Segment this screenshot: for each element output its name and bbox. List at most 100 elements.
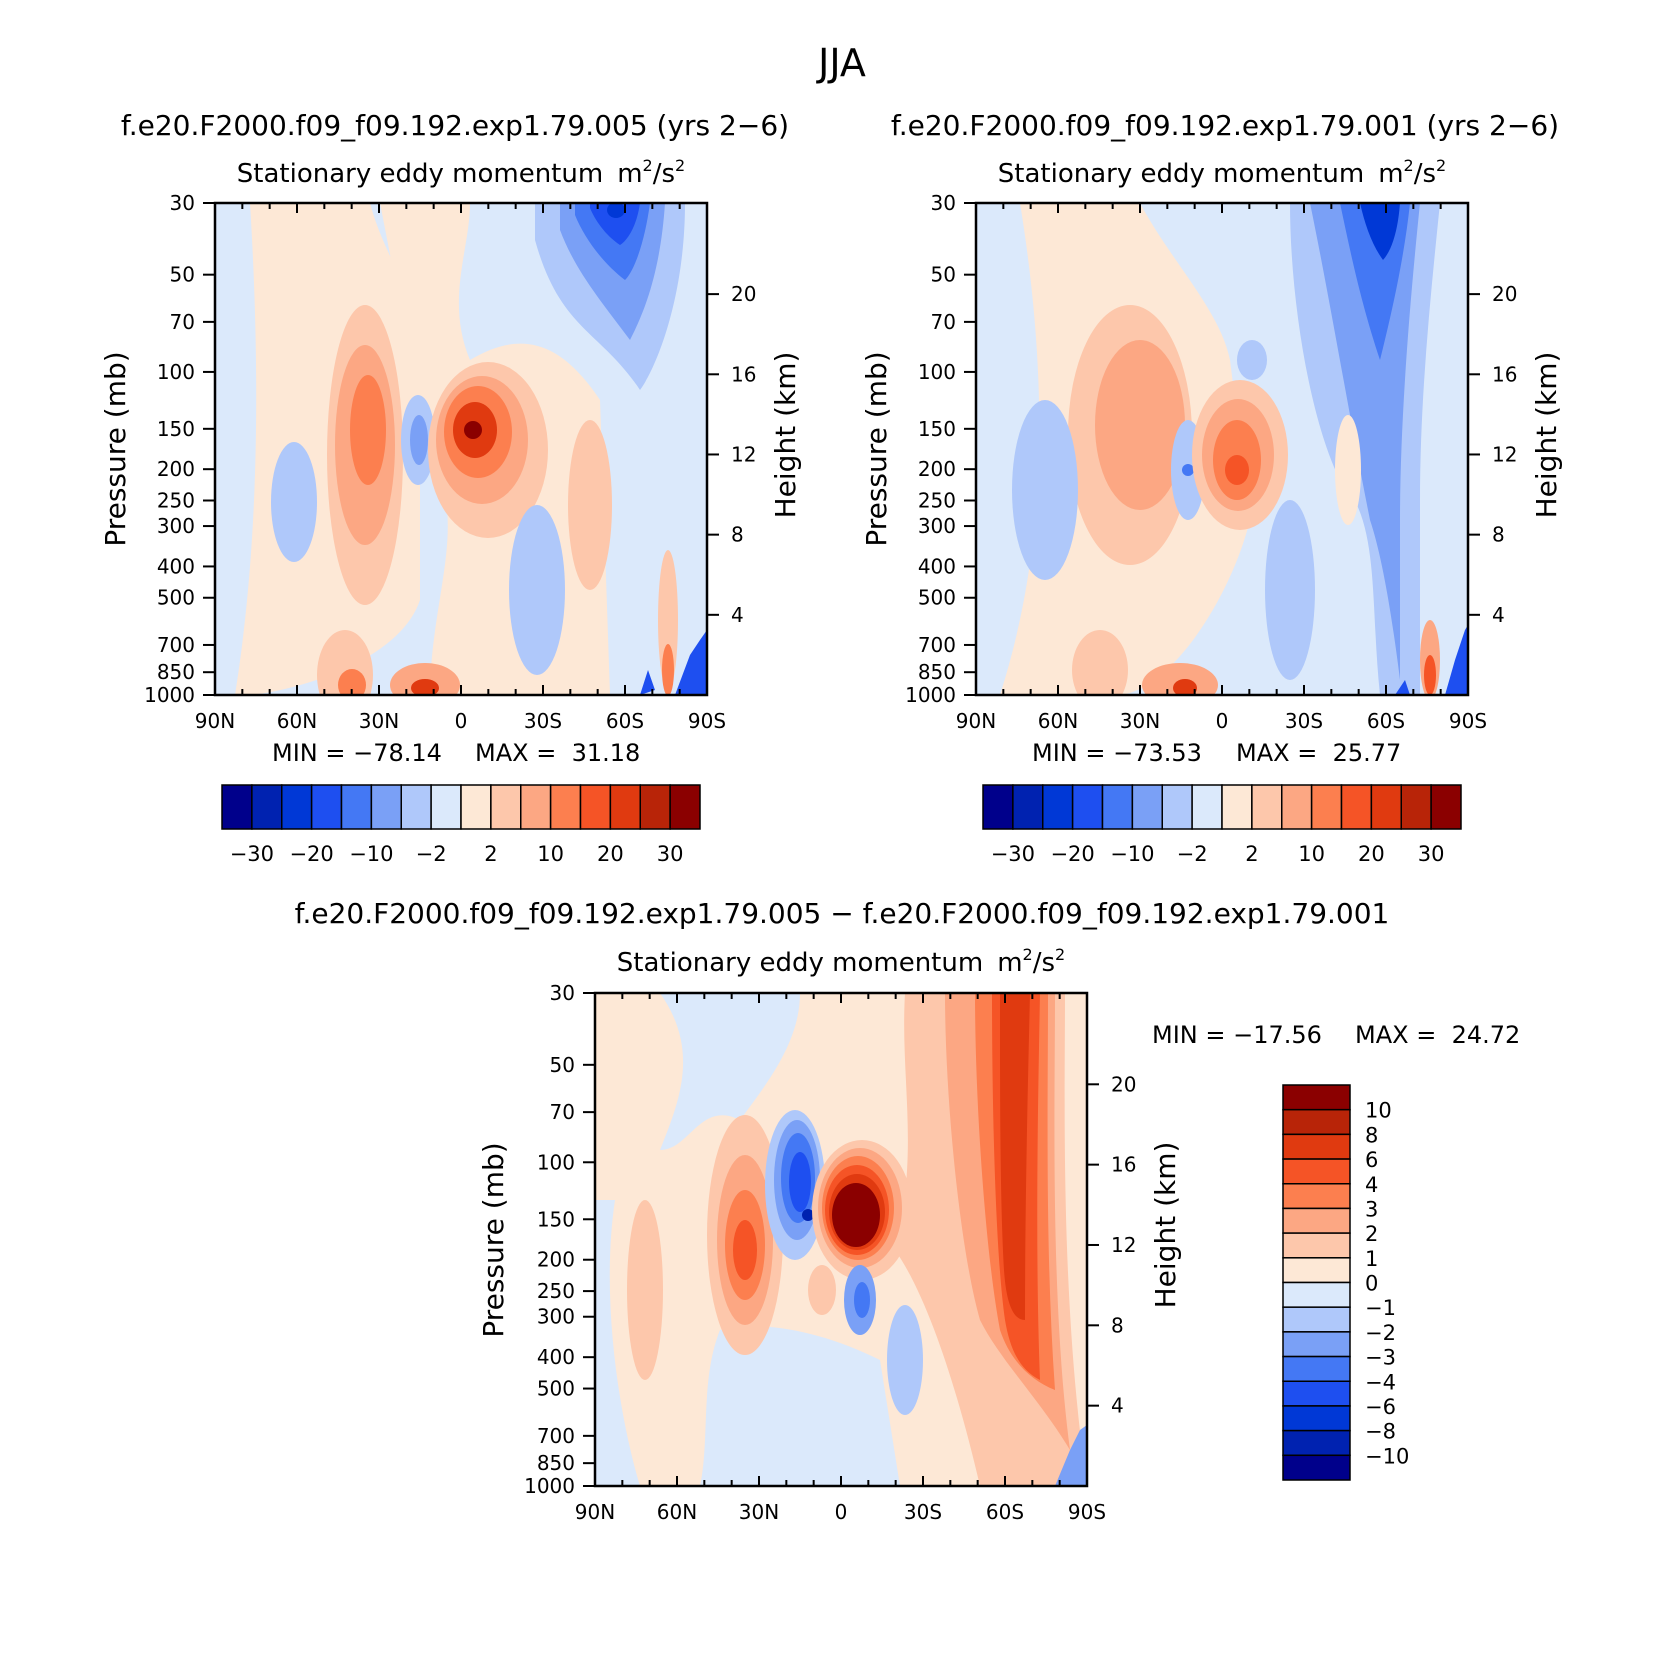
panel-c-ylabel-right: Height (km) xyxy=(1149,1142,1182,1309)
panel-a-red-antarctic-core xyxy=(662,644,674,695)
panel-c-negative-band xyxy=(660,993,800,1150)
panel-b: f.e20.F2000.f09_f09.192.exp1.79.001 (yrs… xyxy=(860,109,1563,866)
colorbar-box xyxy=(1251,784,1283,830)
colorbar-label: −20 xyxy=(1050,842,1094,866)
x-tick-label: 60S xyxy=(1367,709,1405,733)
y-tick-label: 400 xyxy=(918,554,956,578)
colorbar-label: 2 xyxy=(484,842,497,866)
y-tick-label: 30 xyxy=(550,981,575,1005)
y-tick-label: 30 xyxy=(170,191,195,215)
panel-a-red-antarctic xyxy=(658,550,678,690)
colorbar-box xyxy=(1282,1380,1351,1407)
y-tick-label: 250 xyxy=(157,488,195,512)
y-tick-label: 850 xyxy=(157,660,195,684)
panel-a-red-jet-peak xyxy=(464,421,482,439)
panel-c-variable-title: Stationary eddy momentum m2/s2 xyxy=(617,945,1065,978)
y-tick-label: 150 xyxy=(918,417,956,441)
panel-c-negative-west xyxy=(595,1200,640,1486)
y-right-tick-label: 16 xyxy=(1492,362,1517,386)
y-tick-label: 700 xyxy=(157,633,195,657)
panel-b-blue-antarctic xyxy=(1395,625,1468,695)
panel-a-units-base: m xyxy=(617,159,642,189)
panel-c-red-sh-peak xyxy=(1000,993,1030,1320)
y-tick-label: 100 xyxy=(157,360,195,384)
panel-b-var-name: Stationary eddy momentum xyxy=(998,159,1364,189)
x-tick-label: 0 xyxy=(455,709,468,733)
panel-b-blue-lobe-30s xyxy=(1265,500,1315,680)
panel-a-ticks: 90N 60N 30N 0 30S 60S 90S 30 50 70 100 150 200 250300… xyxy=(144,191,756,733)
panel-a-red-lobe-30n-core xyxy=(350,375,386,485)
colorbar-box xyxy=(1282,1084,1351,1111)
colorbar-label: 3 xyxy=(1365,1197,1378,1221)
panel-b-red-jet-core xyxy=(1225,455,1249,485)
y-right-tick-label: 20 xyxy=(1111,1072,1136,1096)
y-tick-label: 300 xyxy=(537,1305,575,1329)
colorbar-label: −10 xyxy=(1110,842,1154,866)
colorbar-box xyxy=(1400,784,1432,830)
panel-a-blue-lobe-20s xyxy=(509,505,565,675)
colorbar-box xyxy=(430,784,462,830)
x-tick-label: 90N xyxy=(575,1500,615,1524)
y-right-tick-label: 20 xyxy=(731,282,756,306)
panel-b-red-surface-30n xyxy=(1072,630,1128,695)
panel-b-field xyxy=(976,203,1468,695)
panel-b-blue-strat-core xyxy=(1360,203,1400,260)
colorbar-label: 6 xyxy=(1365,1148,1378,1172)
panel-a-blue-lobe-60n xyxy=(271,442,317,562)
panel-a-blue-strat-peak xyxy=(607,203,625,218)
panel-c-blue-lobe-15s xyxy=(887,1305,923,1415)
panel-a-variable-title: Stationary eddy momentum m2/s2 xyxy=(237,156,685,189)
colorbar-box xyxy=(1430,784,1462,830)
panel-c-max-label: MAX = 24.72 xyxy=(1355,1021,1520,1049)
y-tick-label: 100 xyxy=(918,360,956,384)
panel-c-red-lobe-70n xyxy=(627,1200,663,1380)
colorbar-box xyxy=(1282,1158,1351,1185)
colorbar-box xyxy=(1340,784,1373,830)
y-tick-label: 500 xyxy=(918,586,956,610)
y-tick-label: 250 xyxy=(918,488,956,512)
x-tick-label: 90S xyxy=(688,709,726,733)
colorbar-box xyxy=(549,784,582,830)
y-tick-label: 150 xyxy=(537,1207,575,1231)
y-right-tick-label: 12 xyxy=(1492,442,1517,466)
y-tick-label: 500 xyxy=(157,586,195,610)
colorbar-box xyxy=(251,784,283,830)
panel-c-field xyxy=(595,993,1087,1486)
panel-b-max-label: MAX = 25.77 xyxy=(1236,739,1401,767)
colorbar-box xyxy=(221,784,253,830)
y-tick-label: 70 xyxy=(550,1100,575,1124)
y-tick-label: 200 xyxy=(157,457,195,481)
panel-b-blue-strat-mid xyxy=(1310,203,1420,680)
colorbar-box xyxy=(639,784,671,830)
panel-c-ylabel: Pressure (mb) xyxy=(477,1142,510,1337)
colorbar-box xyxy=(1282,1454,1351,1481)
panel-c-var-name: Stationary eddy momentum xyxy=(617,948,983,978)
colorbar-box xyxy=(1282,1331,1351,1358)
panel-b-red-surface-15n-core xyxy=(1173,679,1197,695)
panel-b-blue-lobe-60n xyxy=(1012,400,1078,580)
colorbar-box xyxy=(1282,1183,1351,1210)
panel-b-blue-lobe-15n-core xyxy=(1182,464,1194,476)
colorbar-label: 4 xyxy=(1365,1173,1378,1197)
panel-c-blue-lobe-15n-peak xyxy=(802,1209,814,1221)
colorbar-box xyxy=(1191,784,1223,830)
colorbar-box xyxy=(1042,784,1074,830)
y-tick-label: 700 xyxy=(537,1424,575,1448)
x-tick-label: 30S xyxy=(1285,709,1323,733)
colorbar-label: 30 xyxy=(657,842,684,866)
y-tick-label: 250 xyxy=(537,1279,575,1303)
y-tick-label: 30 xyxy=(931,191,956,215)
panel-b-ylabel-right: Height (km) xyxy=(1530,352,1563,519)
panel-b-min-label: MIN = −73.53 xyxy=(1032,739,1202,767)
colorbar-box xyxy=(1282,1133,1351,1160)
panel-c-red-lobe-30n-core xyxy=(733,1220,757,1280)
panel-b-units-base: m xyxy=(1378,159,1403,189)
x-tick-label: 0 xyxy=(1216,709,1229,733)
colorbar-label: 20 xyxy=(597,842,624,866)
colorbar-box xyxy=(609,784,641,830)
colorbar-label: −4 xyxy=(1365,1370,1396,1394)
panel-b-red-lobe-20s xyxy=(1335,415,1361,525)
colorbar-label: −2 xyxy=(1177,842,1208,866)
panel-c-blue-antarctic xyxy=(1055,1425,1087,1486)
